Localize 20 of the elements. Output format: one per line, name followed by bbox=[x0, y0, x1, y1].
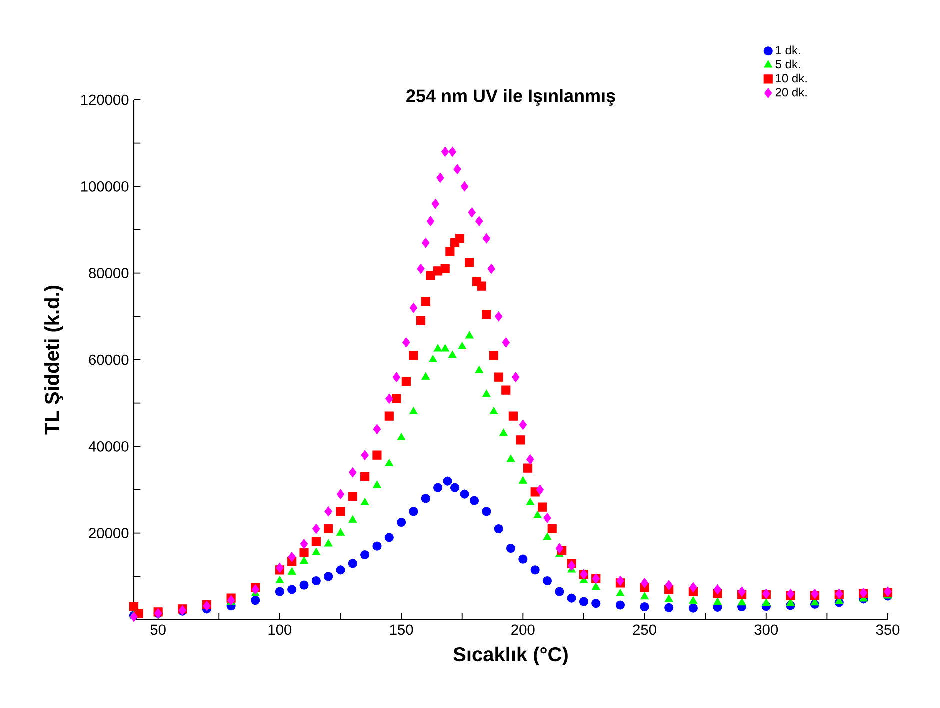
y-tick-label: 40000 bbox=[88, 441, 129, 452]
x-tick-label: 50 bbox=[150, 624, 166, 636]
y-axis-title: TL Şiddeti (k.d.) bbox=[44, 286, 64, 435]
x-tick-label: 300 bbox=[754, 624, 778, 636]
x-tick-label: 150 bbox=[390, 624, 414, 636]
x-tick-label: 250 bbox=[633, 624, 656, 636]
y-tick-label: 80000 bbox=[89, 268, 129, 279]
legend-label: 5 dk. bbox=[776, 60, 800, 69]
legend-label: 10 dk. bbox=[776, 74, 807, 83]
legend-label: 1 dk. bbox=[776, 46, 800, 55]
y-tick-label: 20000 bbox=[89, 528, 129, 539]
chart-title: 254 nm UV ile Işınlanmış bbox=[406, 89, 616, 106]
x-tick-label: 100 bbox=[268, 624, 292, 636]
x-tick-label: 200 bbox=[512, 624, 535, 636]
x-axis-title: Sıcaklık (°C) bbox=[454, 646, 568, 666]
y-tick-label: 60000 bbox=[89, 354, 129, 366]
x-tick-label: 350 bbox=[876, 624, 900, 636]
y-tick-label: 120000 bbox=[81, 94, 129, 106]
y-tick-label: 100000 bbox=[81, 181, 129, 192]
legend-label: 20 dk. bbox=[776, 88, 807, 97]
